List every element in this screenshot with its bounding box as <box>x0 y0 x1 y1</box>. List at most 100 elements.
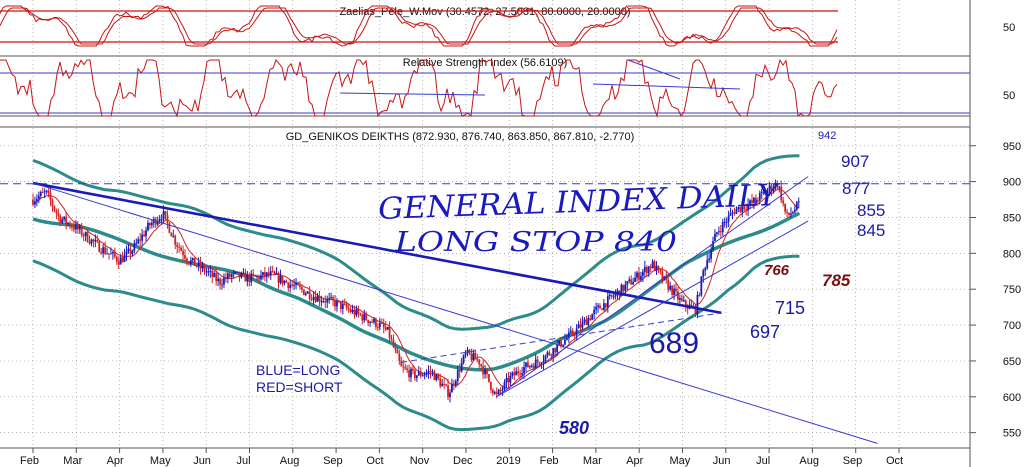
candle-body-298 <box>612 296 615 298</box>
candle-body-157 <box>338 300 340 302</box>
candle-body-197 <box>415 375 418 379</box>
candle-body-58 <box>145 230 147 237</box>
rsi-line <box>0 58 838 118</box>
candle-body-247 <box>513 372 516 376</box>
candle-body-368 <box>749 200 751 205</box>
candle-body-285 <box>587 318 590 326</box>
candle-body-297 <box>610 294 613 297</box>
candle-body-385 <box>782 200 785 204</box>
candle-body-186 <box>394 346 397 350</box>
candle-body-72 <box>172 235 175 237</box>
candle-body-369 <box>751 200 753 203</box>
candle-body-162 <box>347 308 350 310</box>
month-label-9: Nov <box>410 455 430 467</box>
candle-body-230 <box>480 364 483 367</box>
candle-body-78 <box>184 255 186 259</box>
month-label-20: Oct <box>886 455 903 467</box>
candle-body-243 <box>505 377 508 382</box>
candle-body-325 <box>665 276 668 280</box>
candle-body-283 <box>583 319 586 322</box>
candle-body-205 <box>431 371 434 373</box>
annotation-general-index: GENERAL INDEX DAILY <box>378 178 782 227</box>
candle-body-390 <box>792 212 794 214</box>
candle-body-132 <box>289 284 292 288</box>
candle-body-312 <box>640 275 642 280</box>
candle-body-202 <box>425 372 428 375</box>
month-label-7: Sep <box>323 455 343 467</box>
candle-body-276 <box>569 330 572 333</box>
candle-body-359 <box>731 212 734 214</box>
candle-body-123 <box>271 271 274 273</box>
candle-body-166 <box>355 309 358 316</box>
candle-body-152 <box>328 298 331 300</box>
price-label-700: 700 <box>1003 320 1021 332</box>
candle-body-161 <box>345 304 348 309</box>
candle-body-73 <box>174 235 177 245</box>
candle-body-143 <box>310 299 313 301</box>
price-label-550: 550 <box>1003 428 1021 440</box>
candle-body-112 <box>250 273 253 283</box>
trendline-3 <box>496 176 809 398</box>
candle-body-228 <box>476 359 479 361</box>
candle-body-37 <box>104 247 106 254</box>
band-upper <box>32 154 800 331</box>
oscillator-title: Zaelias_Pele_W.Mov (30.4572, 27.5031, 80… <box>339 6 630 18</box>
candle-body-372 <box>756 200 759 202</box>
price-label-600: 600 <box>1003 392 1021 404</box>
candle-body-262 <box>542 360 545 364</box>
candle-body-280 <box>577 324 580 329</box>
candle-body-316 <box>647 266 650 274</box>
candle-body-265 <box>548 352 551 355</box>
candle-body-135 <box>295 282 297 286</box>
candle-body-210 <box>441 383 444 387</box>
candle-body-289 <box>595 306 598 310</box>
candle-body-193 <box>408 370 410 378</box>
oscillator-tick-50: 50 <box>1003 22 1015 34</box>
candle-body-9 <box>49 193 52 201</box>
candle-body-376 <box>764 191 767 194</box>
time-axis: Feb Mar Apr May Jun Jul Aug Sep Oct Nov Dec 2019 Feb… <box>20 448 903 467</box>
candle-body-191 <box>404 367 407 369</box>
candle-body-304 <box>624 284 627 291</box>
candle-body-127 <box>279 275 282 283</box>
label-689: 689 <box>649 327 699 360</box>
candle-body-315 <box>645 266 648 274</box>
candle-body-245 <box>509 375 512 383</box>
candle-body-131 <box>287 282 290 288</box>
candle-body-116 <box>258 276 260 280</box>
candle-body-362 <box>737 207 740 210</box>
candle-body-269 <box>556 344 559 353</box>
candle-body-244 <box>507 377 510 383</box>
candle-body-96 <box>219 278 221 285</box>
candle-body-302 <box>620 284 623 297</box>
candle-body-120 <box>265 272 268 277</box>
candle-body-370 <box>753 197 755 203</box>
label-766: 766 <box>764 262 790 279</box>
candle-body-189 <box>400 360 403 367</box>
candle-body-198 <box>417 371 420 376</box>
oscillator-line-slow <box>0 7 838 45</box>
candle-body-221 <box>462 355 465 363</box>
candle-body-67 <box>162 211 165 220</box>
candle-body-86 <box>199 262 202 269</box>
candle-body-282 <box>581 321 584 328</box>
candle-body-264 <box>546 352 549 356</box>
candle-body-179 <box>380 322 383 324</box>
candle-body-68 <box>164 211 167 216</box>
candle-body-253 <box>525 362 527 367</box>
candle-body-250 <box>519 373 522 375</box>
candle-body-207 <box>435 374 438 380</box>
candle-body-254 <box>527 362 529 368</box>
trendline-4 <box>496 220 809 398</box>
candle-body-151 <box>326 298 329 303</box>
candle-body-94 <box>215 273 218 282</box>
candle-body-8 <box>47 190 50 194</box>
candle-body-393 <box>797 201 800 203</box>
candle-body-209 <box>439 378 442 387</box>
candle-body-241 <box>501 389 504 391</box>
candle-body-178 <box>378 322 381 328</box>
month-label-5: Jul <box>237 455 251 467</box>
candle-body-26 <box>82 235 85 237</box>
annotation-long-stop: LONG STOP 840 <box>394 227 677 258</box>
candle-body-327 <box>669 285 672 290</box>
